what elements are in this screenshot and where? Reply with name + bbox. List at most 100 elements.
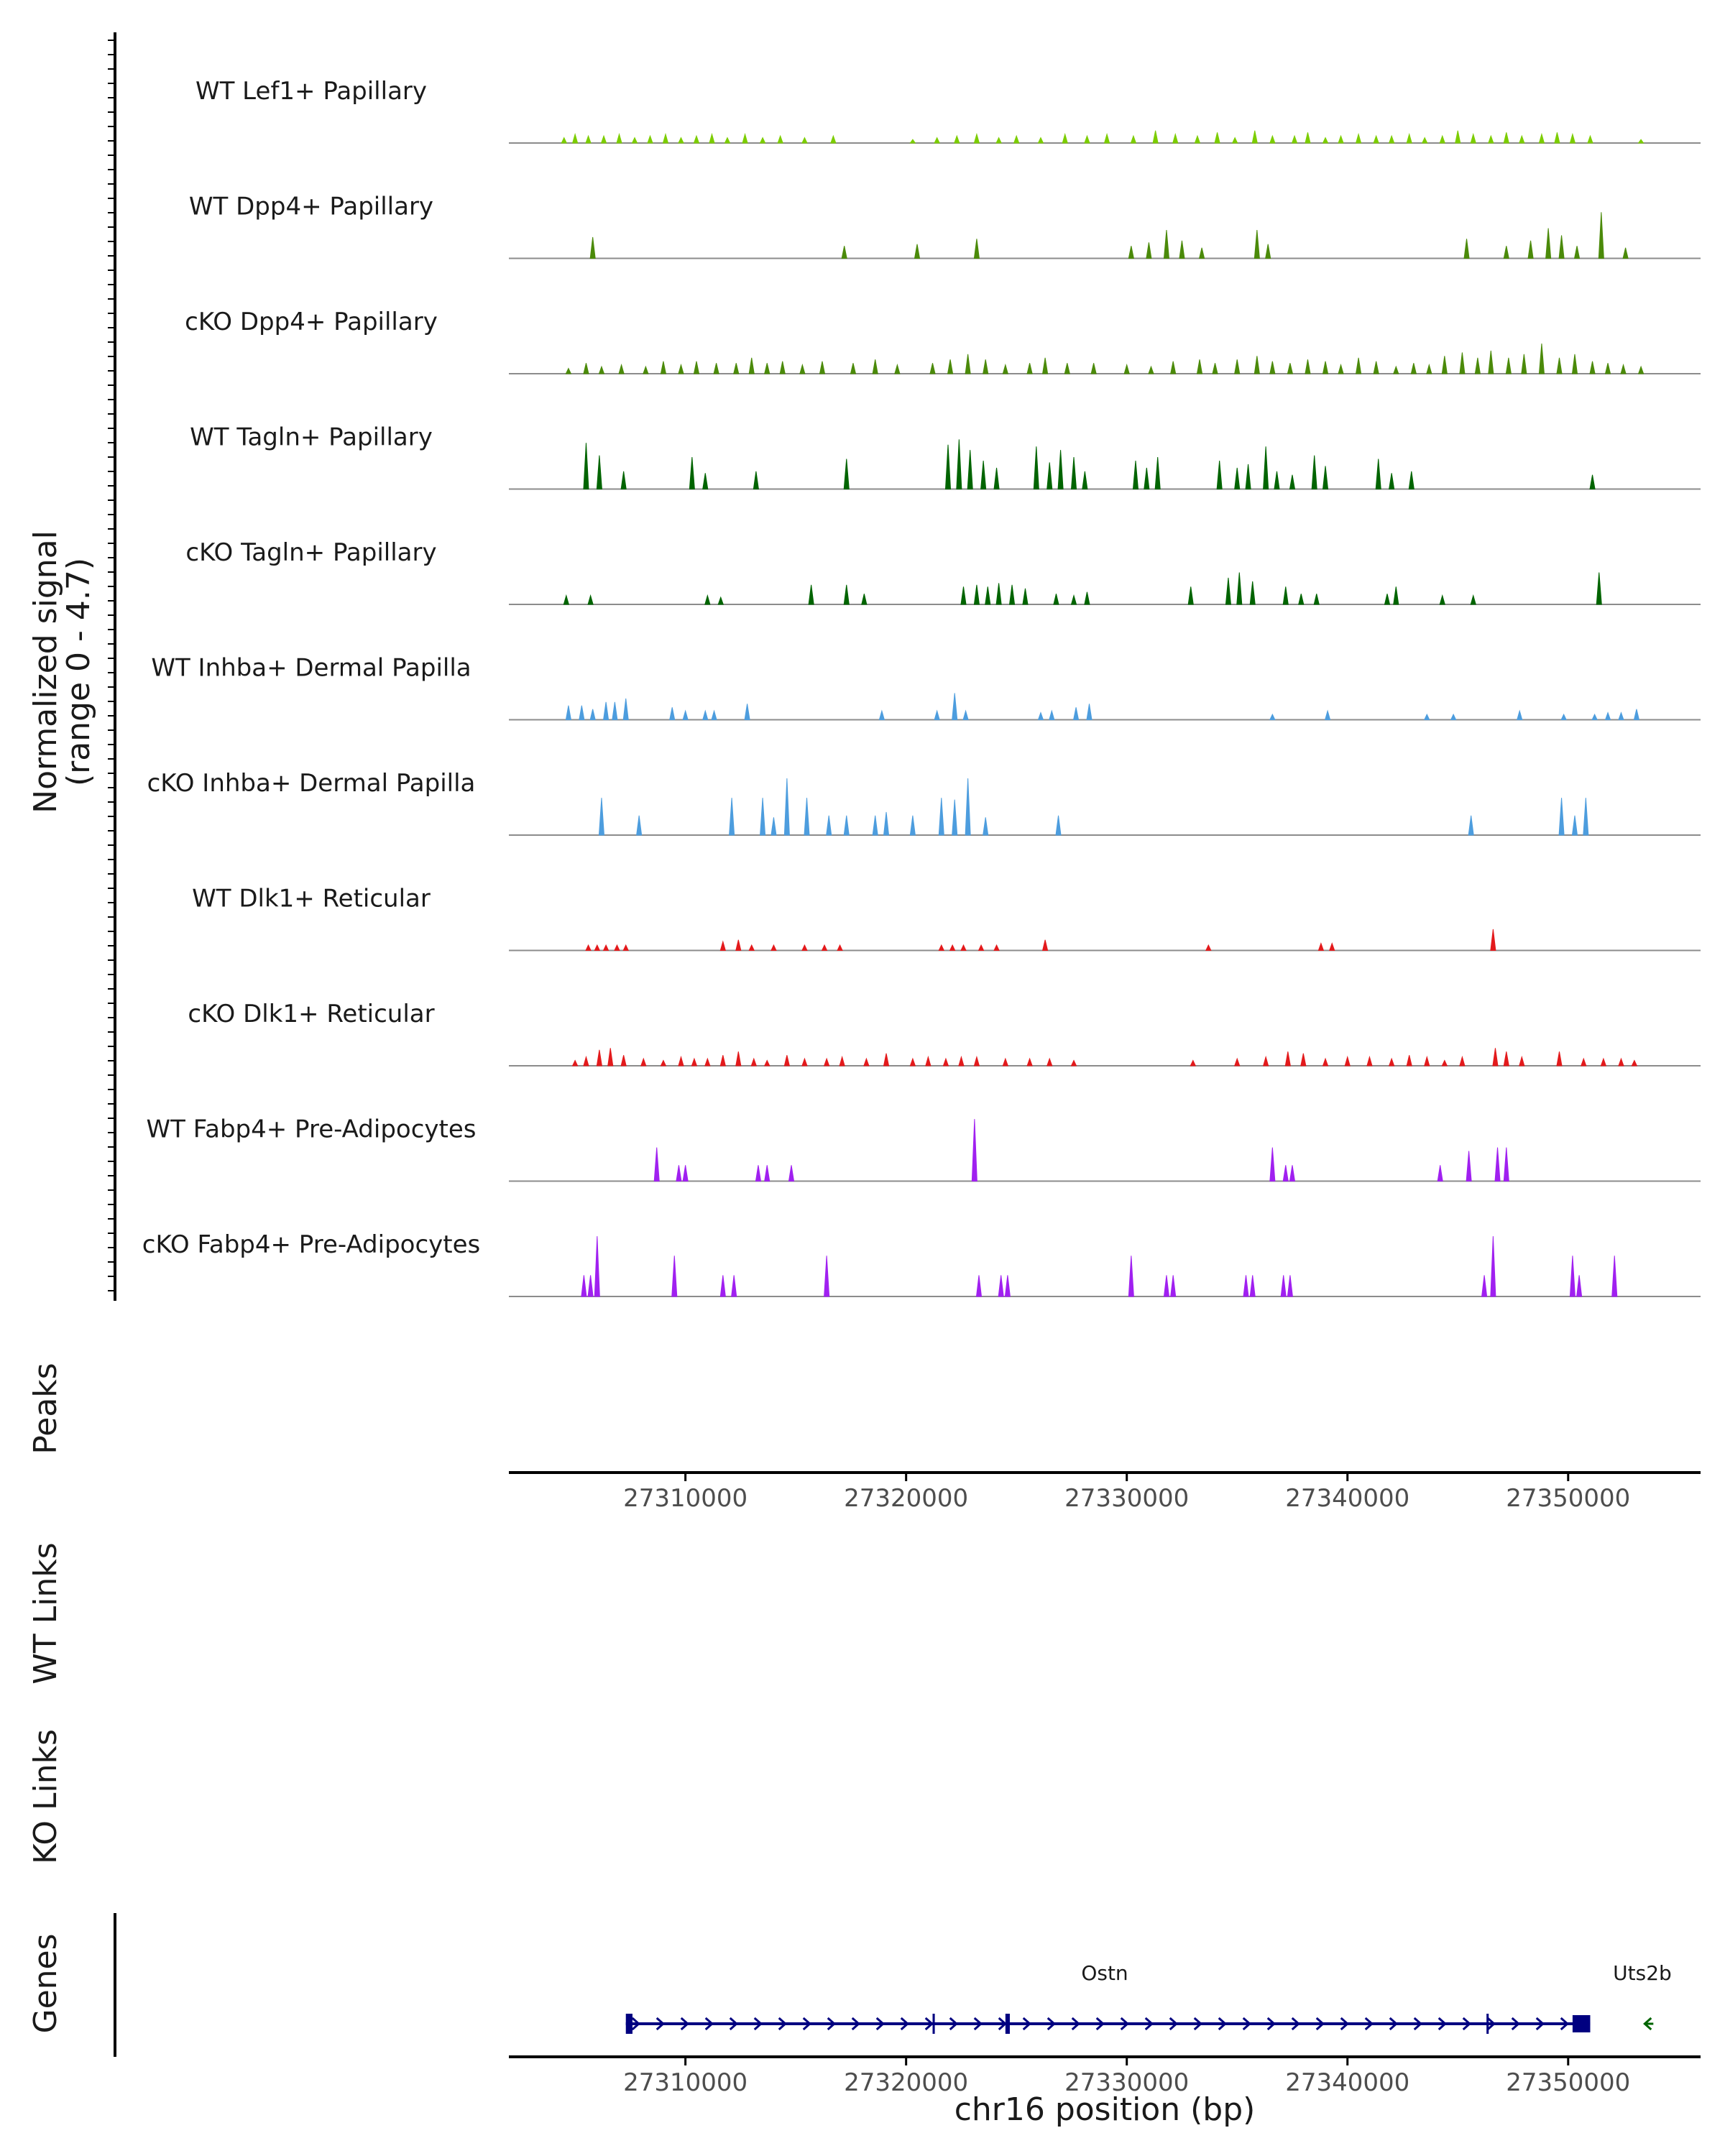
- strand-arrow: [1266, 2017, 1276, 2031]
- signal-peak: [872, 359, 878, 374]
- signal-peak: [1249, 1275, 1256, 1297]
- signal-peak: [826, 815, 832, 836]
- strand-arrow: [631, 2017, 640, 2031]
- signal-peak: [662, 132, 669, 144]
- signal-peak: [636, 815, 643, 836]
- y-axis-range: (range 0 - 4.7): [60, 558, 97, 786]
- signal-peak: [1426, 363, 1432, 374]
- signal-peak: [1474, 357, 1481, 374]
- signal-peak: [975, 1275, 983, 1297]
- signal-peak: [1571, 815, 1578, 836]
- strand-arrow: [753, 2017, 763, 2031]
- x-tick-label: 27330000: [1064, 1484, 1189, 1513]
- signal-peak: [770, 944, 777, 951]
- signal-peak: [1470, 594, 1476, 605]
- signal-peak: [929, 363, 936, 374]
- gene-exon: [1486, 2014, 1489, 2034]
- signal-peak: [719, 1275, 726, 1297]
- signal-peak: [1311, 455, 1317, 489]
- signal-peak: [1062, 132, 1068, 144]
- signal-peak: [1072, 707, 1080, 720]
- signal-peak: [1591, 713, 1598, 720]
- signal-peak: [1441, 1059, 1448, 1067]
- signal-peak: [717, 596, 724, 605]
- signal-peak: [980, 460, 987, 489]
- signal-peak: [1393, 586, 1399, 605]
- signal-peak: [1234, 1057, 1241, 1067]
- signal-peak: [647, 134, 653, 144]
- signal-peak: [589, 709, 596, 720]
- signal-peak: [1618, 1057, 1624, 1067]
- signal-peak: [571, 1059, 579, 1067]
- signal-peak: [819, 361, 826, 374]
- signal-peak: [1490, 929, 1496, 951]
- signal-peak: [583, 363, 589, 374]
- strand-arrow: [1560, 2017, 1569, 2031]
- strand-arrow: [1071, 2017, 1080, 2031]
- signal-peak: [1146, 242, 1152, 259]
- signal-peak: [998, 1275, 1004, 1297]
- signal-peak: [983, 817, 989, 836]
- signal-peak: [704, 1057, 711, 1067]
- signal-peak: [1558, 798, 1565, 836]
- signal-peak: [669, 707, 676, 720]
- signal-peak: [1622, 247, 1629, 259]
- signal-peak: [1037, 137, 1044, 144]
- signal-peak: [1488, 134, 1494, 144]
- signal-peak: [565, 705, 571, 720]
- signal-peak: [1375, 459, 1381, 489]
- signal-peak: [783, 778, 790, 836]
- signal-peak: [598, 798, 604, 836]
- signal-peak: [973, 239, 980, 259]
- signal-peak: [1057, 450, 1064, 489]
- signal-peak: [909, 815, 916, 836]
- signal-peak: [839, 1055, 845, 1067]
- signal-peak: [587, 594, 594, 605]
- gene-exon: [932, 2014, 935, 2034]
- signal-peak: [1170, 1275, 1177, 1297]
- signal-peak: [1236, 572, 1243, 605]
- signal-peak: [583, 443, 589, 489]
- signal-peak: [682, 709, 689, 720]
- signal-peak: [1254, 229, 1260, 259]
- track-cko-inhba-dermal-papilla: cKO Inhba+ Dermal Papilla: [147, 769, 1701, 836]
- signal-peak: [1313, 594, 1320, 605]
- signal-peak: [1269, 361, 1276, 374]
- signal-peak: [735, 939, 742, 951]
- signal-peak: [960, 586, 967, 605]
- gene-track: Ostn Uts2b: [625, 1961, 1672, 2034]
- track-cko-tagln-papillary: cKO Tagln+ Papillary: [185, 538, 1701, 605]
- track-label: cKO Dlk1+ Reticular: [188, 1000, 434, 1028]
- signal-peak: [1503, 1051, 1509, 1067]
- track-label: cKO Inhba+ Dermal Papilla: [147, 769, 476, 798]
- strand-arrow: [1643, 2017, 1652, 2031]
- signal-peak: [733, 363, 740, 374]
- signal-peak: [1494, 1147, 1501, 1181]
- signal-peak: [1046, 462, 1053, 489]
- signal-peak: [1269, 134, 1276, 144]
- x-tick-label: 27350000: [1506, 2068, 1630, 2097]
- signal-peak: [1450, 713, 1457, 720]
- signal-peak: [1053, 594, 1059, 605]
- signal-peak: [1013, 134, 1020, 144]
- signal-peak: [1163, 229, 1170, 259]
- signal-peak: [823, 1057, 830, 1067]
- signal-peak: [702, 709, 709, 720]
- track-label: cKO Fabp4+ Pre-Adipocytes: [142, 1230, 481, 1259]
- signal-peak: [1604, 363, 1611, 374]
- signal-peak: [1455, 130, 1461, 144]
- signal-peak: [763, 1059, 770, 1067]
- strand-arrow: [1486, 2017, 1496, 2031]
- signal-peak: [1064, 363, 1070, 374]
- strand-arrow: [875, 2017, 885, 2031]
- signal-peak: [724, 137, 731, 144]
- track-wt-tagln-papillary: WT Tagln+ Papillary: [190, 423, 1701, 490]
- x-tick-label: 27310000: [623, 2068, 748, 2097]
- signal-peak: [1008, 584, 1016, 605]
- signal-peak: [947, 359, 954, 374]
- signal-peak: [1554, 132, 1560, 144]
- signal-peak: [1049, 709, 1055, 720]
- signal-peak: [1441, 356, 1448, 374]
- track-label: WT Tagln+ Papillary: [190, 423, 433, 452]
